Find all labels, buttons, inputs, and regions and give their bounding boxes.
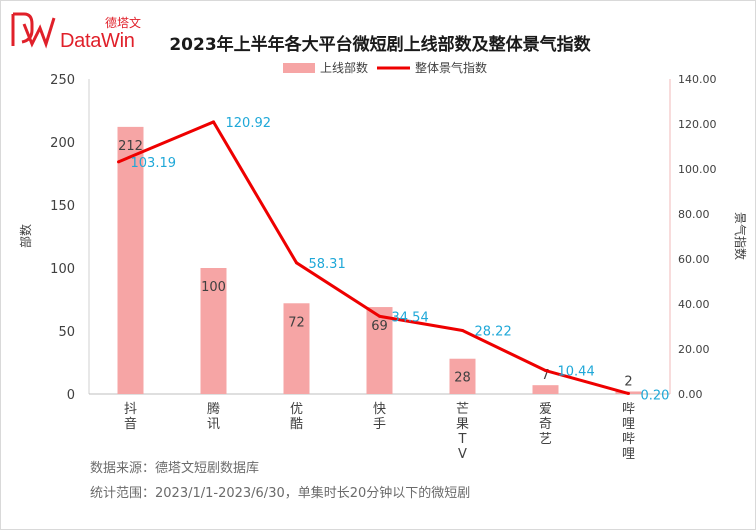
index-value-label: 28.22 [475, 325, 512, 340]
legend-bar-label: 上线部数 [320, 60, 368, 75]
bar-4 [366, 307, 393, 394]
y-left-tick-label: 250 [50, 73, 75, 88]
datawin-logo-icon [11, 12, 56, 49]
x-category-label: 腾讯 [207, 401, 220, 432]
brand-name-cn: 德塔文 [105, 16, 142, 30]
brand-logo: 德塔文 DataWin [10, 8, 150, 52]
legend-bar-swatch [283, 63, 315, 73]
index-point-1 [117, 160, 120, 164]
y-right-tick-label: 80.00 [678, 208, 710, 221]
y-left-tick-label: 200 [50, 136, 75, 151]
index-value-label: 34.54 [392, 310, 429, 325]
index-value-label: 58.31 [309, 257, 346, 272]
data-source-note: 数据来源：德塔文短剧数据库 [90, 461, 260, 476]
brand-name-en: DataWin [60, 30, 135, 52]
index-point-7 [627, 392, 630, 396]
y-right-tick-label: 100.00 [678, 163, 717, 176]
x-category-label: 芒果 T V [456, 401, 469, 460]
bar-value-label: 2 [624, 374, 632, 389]
y-right-tick-label: 40.00 [678, 298, 710, 311]
x-category-label: 抖音 [124, 402, 137, 432]
index-value-label: 103.19 [131, 156, 177, 171]
index-value-label: 120.92 [226, 116, 272, 131]
bar-1 [117, 126, 144, 394]
statistics-range-note: 统计范围：2023/1/1-2023/6/30，单集时长20分钟以下的微短剧 [90, 486, 471, 501]
y-right-tick-label: 120.00 [678, 118, 717, 131]
index-point-5 [461, 329, 464, 333]
bar-value-label: 100 [201, 280, 226, 295]
index-point-6 [544, 369, 547, 373]
chart-title: 2023年上半年各大平台微短剧上线部数及整体景气指数 [169, 35, 591, 55]
y-left-tick-label: 0 [67, 388, 75, 403]
y-right-tick-label: 0.00 [678, 388, 703, 401]
y-right-tick-label: 20.00 [678, 343, 710, 356]
bar-3 [283, 303, 310, 394]
bar-value-label: 212 [118, 139, 143, 154]
bar-2 [200, 268, 227, 394]
x-category-label: 哔哩哔哩 [622, 402, 635, 460]
bar-value-label: 72 [288, 315, 305, 330]
bar-6 [532, 385, 559, 394]
bar-value-label: 28 [454, 371, 471, 386]
y-axis-left-title: 部数 [18, 224, 33, 248]
index-point-4 [378, 314, 381, 318]
x-category-label: 快手 [373, 402, 386, 432]
index-point-3 [295, 261, 298, 265]
index-point-2 [212, 120, 215, 124]
chart-canvas: 0 50 100 150 200 250 0.00 20.00 40.00 60.00 80.00 1… [18, 60, 748, 460]
bar-value-label: 7 [541, 368, 549, 383]
y-right-tick-label: 140.00 [678, 73, 717, 86]
y-left-tick-label: 150 [50, 199, 75, 214]
x-category-label: 优酷 [290, 402, 303, 432]
index-value-label: 10.44 [558, 365, 595, 380]
index-value-label: 0.20 [641, 389, 670, 404]
bar-5 [449, 358, 476, 394]
bar-value-label: 69 [371, 319, 388, 334]
x-category-label: 爱奇艺 [539, 402, 552, 447]
legend-line-label: 整体景气指数 [415, 60, 487, 75]
y-axis-right-title: 景气指数 [733, 212, 748, 260]
y-left-tick-label: 50 [58, 325, 75, 340]
y-right-tick-label: 60.00 [678, 253, 710, 266]
y-left-tick-label: 100 [50, 262, 75, 277]
